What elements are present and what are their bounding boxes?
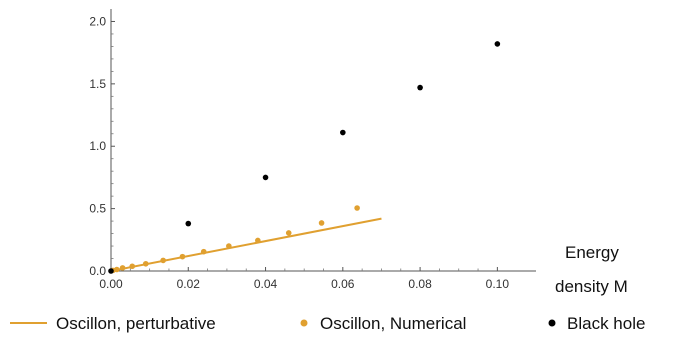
legend-label-black-hole: Black hole [567, 314, 645, 333]
legend: Oscillon, perturbative Oscillon, Numerica… [10, 314, 645, 333]
x-axis-label-line2: density M [555, 277, 628, 296]
data-point-oscillon-numerical [226, 243, 232, 249]
data-point-black-hole [494, 41, 501, 47]
data-point-oscillon-numerical [179, 253, 186, 260]
data-point-oscillon-numerical [255, 237, 261, 244]
x-tick-label: 0.00 [99, 277, 123, 291]
legend-label-oscillon-numerical: Oscillon, Numerical [320, 314, 466, 333]
data-point-oscillon-numerical [354, 205, 360, 211]
data-point-oscillon-numerical [142, 260, 149, 267]
data-point-oscillon-numerical [160, 257, 166, 264]
data-point-black-hole [262, 174, 269, 181]
legend-swatch-oscillon-numerical [300, 319, 308, 327]
y-tick-label: 2.0 [89, 14, 106, 28]
data-point-oscillon-numerical [200, 248, 207, 255]
legend-swatch-black-hole [548, 319, 556, 327]
series-line-oscillon-perturbative [110, 217, 382, 272]
y-tick-label: 1.5 [89, 77, 106, 91]
axes: 0.00 0.02 0.04 0.06 0.08 0.10 0.0 0.5 1.0 1.5 2.0 [89, 9, 536, 291]
data-point-oscillon-numerical [285, 230, 292, 236]
x-tick-label: 0.04 [254, 277, 278, 291]
data-point-black-hole [340, 129, 346, 136]
x-tick-label: 0.02 [177, 277, 201, 291]
data-point-black-hole [417, 84, 423, 91]
data-point-oscillon-numerical [129, 263, 136, 270]
x-tick-label: 0.08 [408, 277, 432, 291]
x-tick-label: 0.06 [331, 277, 355, 291]
data-point-black-hole [185, 220, 192, 227]
x-axis-label-line1: Energy [565, 243, 619, 262]
y-tick-label: 1.0 [89, 139, 106, 153]
x-tick-label: 0.10 [486, 277, 510, 291]
y-tick-label: 0.0 [89, 264, 106, 278]
plot-area [108, 41, 501, 274]
data-point-oscillon-numerical [318, 220, 325, 226]
data-point-oscillon-numerical [119, 265, 126, 271]
data-point-oscillon-numerical [113, 266, 120, 273]
data-point-black-hole [108, 268, 114, 274]
legend-label-oscillon-perturbative: Oscillon, perturbative [56, 314, 216, 333]
y-tick-label: 0.5 [89, 202, 106, 216]
